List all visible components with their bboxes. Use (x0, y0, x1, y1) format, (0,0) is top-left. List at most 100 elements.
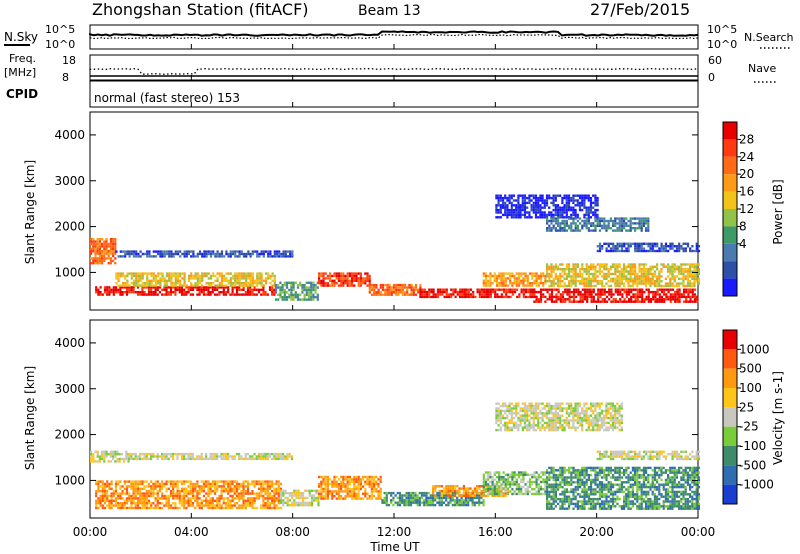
power-cell-0 (98, 259, 101, 262)
power-cell-10 (561, 295, 565, 299)
power-cell-8 (542, 282, 545, 285)
power-cell-13 (601, 217, 604, 220)
velocity-cell-0 (96, 450, 99, 453)
power-cell-13 (618, 229, 621, 232)
power-cell-8 (489, 284, 492, 287)
velocity-cell-2 (121, 506, 124, 510)
power-cell-10 (583, 298, 587, 301)
velocity-cell-4 (351, 492, 354, 495)
velocity-cell-3 (293, 492, 296, 495)
velocity-cell-2 (224, 502, 228, 505)
velocity-cell-2 (229, 499, 232, 502)
power-cell-7 (485, 290, 488, 294)
velocity-cell-3 (286, 492, 289, 495)
power-cell-10 (621, 295, 624, 299)
velocity-cell-2 (103, 490, 107, 493)
power-cell-11 (669, 282, 672, 285)
power-cell-2 (223, 274, 226, 278)
power-cell-10 (601, 288, 604, 291)
velocity-cell-2 (176, 494, 179, 498)
power-cell-3 (220, 250, 224, 253)
velocity-cell-7 (484, 480, 488, 484)
velocity-cell-2 (209, 485, 212, 488)
power-cell-10 (689, 298, 692, 301)
velocity-cell-2 (174, 482, 177, 486)
power-cell-10 (603, 293, 606, 296)
power-cell-4 (316, 296, 319, 299)
power-cell-1 (143, 293, 146, 296)
velocity-cell-2 (152, 482, 155, 486)
power-cell-7 (474, 295, 477, 299)
velocity-cell-2 (191, 482, 195, 486)
power-cell-7 (516, 288, 519, 291)
power-cell-2 (220, 272, 224, 275)
power-cell-2 (218, 272, 221, 275)
velocity-cell-5 (390, 499, 393, 502)
velocity-cell-2 (273, 494, 276, 498)
power-cell-0 (101, 262, 104, 265)
power-cell-1 (106, 288, 109, 291)
velocity-cell-7 (489, 471, 492, 474)
power-cell-2 (126, 279, 129, 282)
power-cell-6 (381, 293, 385, 296)
power-cell-6 (397, 288, 400, 292)
power-cell-2 (115, 277, 118, 280)
power-cell-5 (359, 279, 362, 282)
velocity-cell-7 (487, 476, 490, 479)
power-cell-11 (590, 272, 593, 276)
velocity-cell-2 (136, 502, 140, 505)
power-cell-2 (238, 272, 241, 275)
velocity-cell-5 (401, 501, 404, 504)
velocity-cell-2 (277, 480, 280, 483)
power-cell-6 (388, 286, 391, 289)
power-cell-2 (119, 284, 122, 287)
power-cell-9 (504, 194, 507, 197)
power-cell-10 (660, 298, 664, 301)
velocity-cell-2 (123, 506, 126, 510)
power-cell-12 (620, 247, 624, 250)
power-cell-9 (499, 204, 502, 207)
velocity-cell-3 (293, 501, 296, 504)
velocity-cell-6 (484, 485, 487, 488)
power-cell-11 (678, 282, 681, 285)
power-cell-7 (439, 290, 442, 294)
velocity-cell-3 (310, 496, 313, 500)
power-cell-13 (616, 229, 619, 232)
power-cell-1 (117, 291, 120, 294)
velocity-cell-2 (101, 482, 104, 486)
power-cell-1 (222, 288, 225, 291)
power-cell-8 (511, 274, 514, 278)
power-cell-11 (673, 277, 676, 280)
power-cell-0 (103, 252, 106, 255)
power-cell-7 (421, 295, 424, 299)
velocity-cell-2 (189, 482, 192, 486)
velocity-cell-5 (403, 501, 406, 504)
velocity-cell-2 (266, 504, 269, 507)
power-cell-9 (497, 199, 500, 202)
power-cell-9 (539, 208, 542, 212)
velocity-cell-4 (377, 497, 380, 500)
velocity-cell-7 (539, 476, 543, 479)
velocity-cell-1 (136, 457, 139, 461)
velocity-cell-7 (533, 473, 536, 476)
power-cell-1 (161, 288, 164, 291)
power-cell-13 (554, 217, 557, 220)
velocity-cell-2 (277, 499, 280, 502)
velocity-cell-0 (94, 460, 97, 463)
power-cell-2 (234, 272, 237, 275)
power-cell-10 (682, 288, 686, 291)
velocity-cell-2 (251, 480, 254, 483)
power-cell-10 (647, 288, 650, 291)
power-cell-1 (97, 293, 100, 296)
power-cell-13 (574, 229, 577, 232)
power-cell-11 (552, 284, 555, 288)
velocity-cell-2 (150, 490, 153, 493)
power-cell-9 (545, 199, 549, 202)
power-cell-1 (211, 286, 214, 289)
power-cell-7 (443, 295, 446, 299)
power-cell-9 (517, 216, 520, 219)
power-cell-3 (172, 252, 175, 256)
velocity-cell-2 (136, 499, 140, 502)
power-cell-8 (539, 282, 543, 285)
power-cell-10 (614, 288, 617, 291)
